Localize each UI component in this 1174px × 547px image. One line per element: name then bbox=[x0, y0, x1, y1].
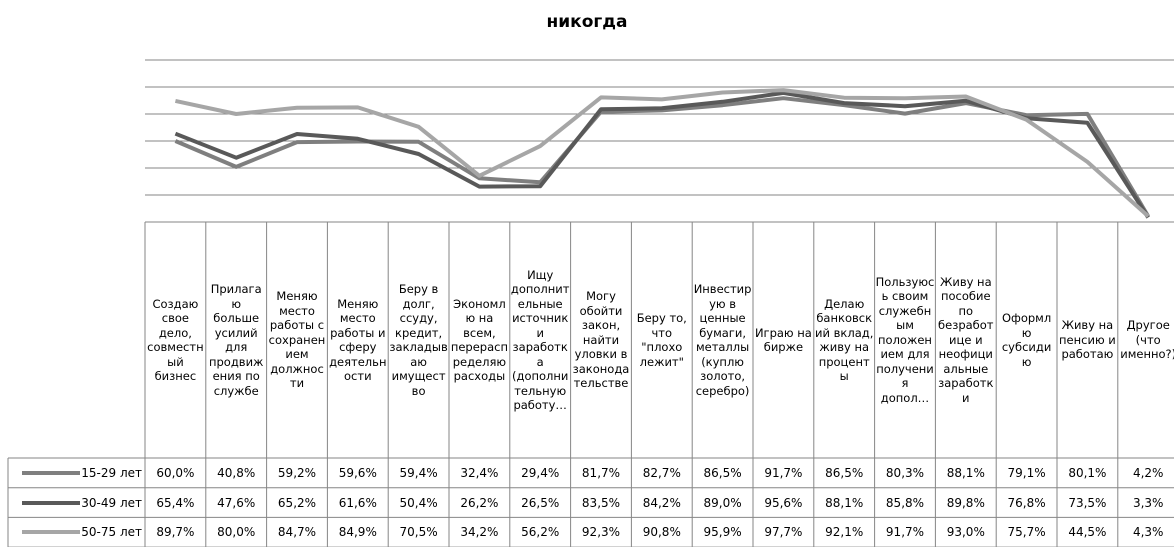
legend-swatch bbox=[22, 470, 81, 475]
category-label: Экономлю на всем, перераспределяю расход… bbox=[450, 296, 508, 384]
category-label: Беру то, что "плохо лежит" bbox=[636, 311, 687, 369]
legend-swatch bbox=[22, 530, 81, 535]
value-label: 92,3% bbox=[581, 525, 621, 540]
category-label: Меняю место работы с сохранением должнос… bbox=[268, 289, 326, 391]
value-label: 26,2% bbox=[460, 495, 499, 510]
category-label: Другое (что именно?) bbox=[1120, 318, 1174, 362]
value-label: 80,1% bbox=[1068, 465, 1107, 480]
value-label: 91,7% bbox=[764, 465, 803, 480]
value-label: 60,0% bbox=[156, 465, 195, 480]
value-label: 81,7% bbox=[581, 465, 621, 480]
category-label: Создаю свое дело, совместный бизнес bbox=[147, 296, 204, 384]
legend-label: 30-49 лет bbox=[81, 495, 142, 510]
value-label: 59,6% bbox=[338, 465, 377, 480]
value-label: 50,4% bbox=[399, 495, 438, 510]
series-line bbox=[174, 88, 1150, 218]
category-label: Играю на бирже bbox=[754, 325, 812, 355]
category-label: Оформлю субсидию bbox=[1001, 311, 1052, 369]
category-label: Могу обойти закон, найти уловки в законо… bbox=[572, 289, 630, 391]
category-label: Делаю банковский вклад, живу на проценты bbox=[815, 296, 874, 384]
value-label: 4,3% bbox=[1132, 525, 1164, 540]
legend-label: 15-29 лет bbox=[81, 465, 142, 480]
series-line bbox=[174, 90, 1150, 219]
value-label: 91,7% bbox=[885, 525, 925, 540]
value-label: 70,5% bbox=[399, 525, 438, 540]
value-label: 86,5% bbox=[825, 465, 864, 480]
category-label: Меняю место работы и сферу деятельности bbox=[329, 296, 387, 384]
value-label: 88,1% bbox=[825, 495, 864, 510]
value-label: 26,5% bbox=[521, 495, 560, 510]
value-label: 86,5% bbox=[703, 465, 742, 480]
value-label: 4,2% bbox=[1132, 465, 1164, 480]
legend-entry: 30-49 лет bbox=[8, 488, 145, 518]
value-label: 89,7% bbox=[156, 525, 195, 540]
value-label: 34,2% bbox=[460, 525, 499, 540]
value-label: 90,8% bbox=[642, 525, 681, 540]
value-label: 89,0% bbox=[703, 495, 742, 510]
value-label: 40,8% bbox=[217, 465, 256, 480]
value-label: 59,4% bbox=[399, 465, 438, 480]
series-line bbox=[174, 96, 1150, 218]
category-label: Пользуюсь своим служебным положением для… bbox=[875, 274, 935, 405]
value-label: 32,4% bbox=[460, 465, 499, 480]
value-label: 29,4% bbox=[521, 465, 560, 480]
value-label: 76,8% bbox=[1007, 495, 1046, 510]
chart-title: никогда bbox=[547, 12, 628, 32]
value-label: 3,3% bbox=[1132, 495, 1164, 510]
value-label: 95,9% bbox=[703, 525, 742, 540]
value-label: 56,2% bbox=[521, 525, 560, 540]
value-label: 59,2% bbox=[277, 465, 317, 480]
value-label: 95,6% bbox=[764, 495, 803, 510]
value-label: 47,6% bbox=[217, 495, 256, 510]
category-label: Живу на пособие по безработице и неофици… bbox=[938, 274, 994, 405]
value-label: 84,7% bbox=[277, 525, 317, 540]
value-label: 79,1% bbox=[1007, 465, 1046, 480]
legend-label: 50-75 лет bbox=[81, 525, 142, 540]
value-label: 65,4% bbox=[156, 495, 195, 510]
value-label: 84,9% bbox=[338, 525, 377, 540]
legend-entry: 50-75 лет bbox=[8, 517, 145, 547]
value-label: 82,7% bbox=[642, 465, 681, 480]
value-label: 44,5% bbox=[1068, 525, 1107, 540]
value-label: 88,1% bbox=[946, 465, 985, 480]
category-label: Беру в долг, ссуду, кредит, закладываю и… bbox=[389, 282, 448, 398]
value-label: 80,0% bbox=[217, 525, 256, 540]
value-label: 75,7% bbox=[1007, 525, 1046, 540]
value-label: 73,5% bbox=[1068, 495, 1107, 510]
value-label: 83,5% bbox=[581, 495, 621, 510]
value-label: 93,0% bbox=[946, 525, 985, 540]
value-label: 92,1% bbox=[825, 525, 864, 540]
value-label: 61,6% bbox=[338, 495, 377, 510]
category-label: Ищу дополнительные источники заработка (… bbox=[510, 267, 570, 413]
category-label: Прилагаю больше усилий для продвижения п… bbox=[208, 282, 264, 398]
value-label: 80,3% bbox=[885, 465, 925, 480]
value-label: 89,8% bbox=[946, 495, 985, 510]
value-label: 85,8% bbox=[885, 495, 925, 510]
category-label: Инвестирую в ценные бумаги, металлы (куп… bbox=[693, 282, 752, 398]
value-label: 84,2% bbox=[642, 495, 681, 510]
category-label: Живу на пенсию и работаю bbox=[1059, 318, 1116, 362]
legend-swatch bbox=[22, 500, 81, 505]
legend-entry: 15-29 лет bbox=[8, 458, 145, 488]
value-label: 97,7% bbox=[764, 525, 803, 540]
value-label: 65,2% bbox=[277, 495, 317, 510]
